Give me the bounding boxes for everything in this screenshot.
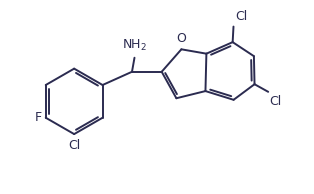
Text: F: F bbox=[35, 111, 42, 124]
Text: Cl: Cl bbox=[235, 10, 247, 23]
Text: Cl: Cl bbox=[68, 139, 80, 152]
Text: Cl: Cl bbox=[270, 95, 282, 108]
Text: O: O bbox=[176, 32, 186, 45]
Text: NH$_2$: NH$_2$ bbox=[122, 38, 147, 53]
